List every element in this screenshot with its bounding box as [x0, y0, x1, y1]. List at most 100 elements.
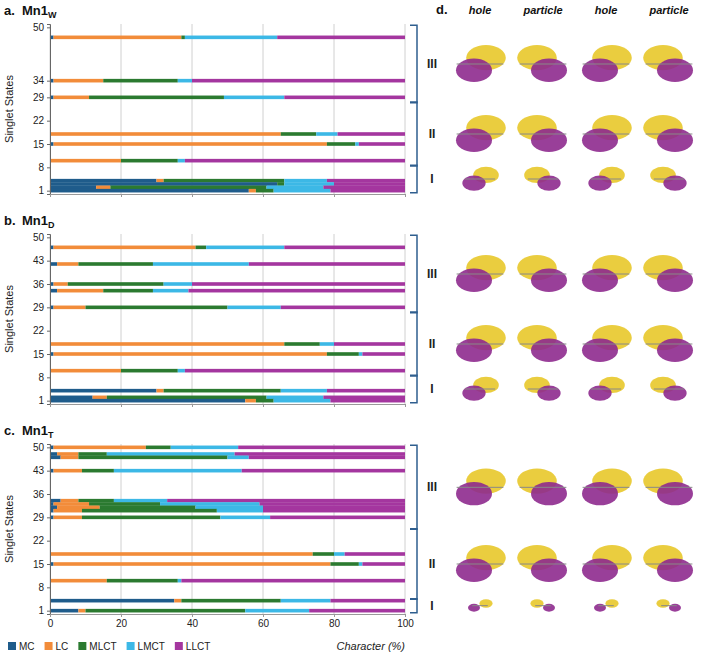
molecule-bond: [465, 179, 495, 180]
axis-line: [47, 445, 51, 615]
orbital-placeholder: [588, 167, 625, 191]
orbital-lobe: [588, 176, 611, 191]
orbital-lobe: [669, 604, 681, 612]
bar-segment: [50, 262, 57, 266]
tick-mark: [47, 144, 50, 145]
bar-segment: [330, 599, 405, 603]
tick: 22: [33, 535, 50, 546]
bar-segment: [164, 389, 281, 393]
tick: 43: [33, 465, 50, 476]
column-header: hole: [469, 4, 492, 16]
tick-label: 60: [258, 618, 270, 629]
orbital-lobe: [657, 559, 693, 582]
bar-segment: [54, 246, 196, 250]
tick: 29: [33, 512, 50, 523]
grid-line: [121, 24, 122, 194]
bar-segment: [277, 182, 284, 186]
tick-label: 8: [38, 372, 44, 383]
tick-mark: [47, 167, 50, 168]
orbital-lobe: [531, 339, 567, 362]
bar-segment: [157, 179, 164, 183]
bars: [50, 446, 405, 613]
orbital-lobe: [657, 482, 693, 505]
tick-label: 34: [33, 75, 45, 86]
bar-segment: [54, 79, 104, 83]
molecule-bond: [646, 274, 693, 275]
orbital-placeholder: [530, 599, 555, 611]
tick: 43: [33, 255, 50, 266]
bar-segment: [54, 142, 327, 146]
tick-mark: [47, 517, 50, 518]
bar-segment: [281, 132, 317, 136]
panel-letter: a.: [4, 3, 15, 18]
bar-segment: [192, 79, 405, 83]
bar-segment: [330, 189, 405, 193]
tick-mark: [121, 614, 122, 617]
bar-segment: [50, 599, 174, 603]
tick: 0: [48, 614, 54, 629]
bar-segment: [50, 609, 78, 613]
panel-title: Mn1D: [22, 213, 55, 230]
bar-segment: [50, 452, 57, 456]
orbital-placeholder: [456, 468, 506, 505]
orbital-lobe: [537, 386, 560, 401]
bar-segment: [196, 246, 207, 250]
tick: 29: [33, 302, 50, 313]
tick: 8: [38, 162, 50, 173]
bar-segment: [181, 579, 405, 583]
orbital-lobe: [594, 604, 606, 612]
grid-line: [121, 234, 122, 404]
orbital-lobe: [605, 599, 618, 607]
bar-segment: [164, 282, 192, 286]
bar-segment: [274, 399, 331, 403]
molecule-bond: [646, 564, 693, 565]
tick-label: 1: [38, 185, 44, 196]
orbital-placeholder: [456, 255, 506, 292]
orbital-lobe: [657, 129, 693, 152]
tick: 36: [33, 279, 50, 290]
tick-label: 43: [33, 255, 45, 266]
bar-segment: [245, 399, 256, 403]
molecule-bond: [598, 605, 614, 606]
bar-segment: [334, 342, 405, 346]
molecule-bond: [520, 134, 567, 135]
bar-segment: [196, 506, 263, 510]
tick-label: 50: [33, 22, 45, 33]
tick-label: 50: [33, 442, 45, 453]
bar-segment: [89, 96, 224, 100]
column-header: hole: [595, 4, 618, 16]
tick: 100: [397, 614, 414, 629]
tick: 15: [33, 559, 50, 570]
orbital-lobe: [531, 129, 567, 152]
tick-label: 22: [33, 535, 45, 546]
bar-segment: [50, 389, 157, 393]
molecule-bond: [520, 344, 567, 345]
bar-segment: [359, 562, 363, 566]
bar-segment: [93, 396, 107, 400]
legend-label: LMCT: [138, 641, 165, 652]
tick-mark: [47, 307, 50, 308]
tick: 1: [38, 395, 50, 406]
molecule-bond: [520, 564, 567, 565]
orbital-placeholder: [517, 468, 567, 505]
orbital-lobe: [582, 482, 618, 505]
group-label: I: [430, 172, 433, 186]
bar-segment: [50, 506, 57, 510]
tick-label: 1: [38, 605, 44, 616]
bar-segment: [359, 352, 363, 356]
molecule-bond: [661, 605, 677, 606]
orbital-lobe: [582, 269, 618, 292]
molecule-bond: [583, 134, 630, 135]
tick-mark: [263, 404, 264, 407]
grid-line: [263, 234, 264, 404]
legend-swatch: [45, 642, 53, 650]
bar-segment: [107, 396, 267, 400]
orbital-lobe: [656, 599, 669, 607]
orbital-placeholder: [582, 325, 632, 362]
bar-segment: [323, 396, 405, 400]
bar-segment: [316, 132, 337, 136]
panel-letter: c.: [4, 423, 15, 438]
tick-mark: [47, 121, 50, 122]
axis-line: [47, 25, 51, 195]
molecule-bond: [457, 344, 504, 345]
